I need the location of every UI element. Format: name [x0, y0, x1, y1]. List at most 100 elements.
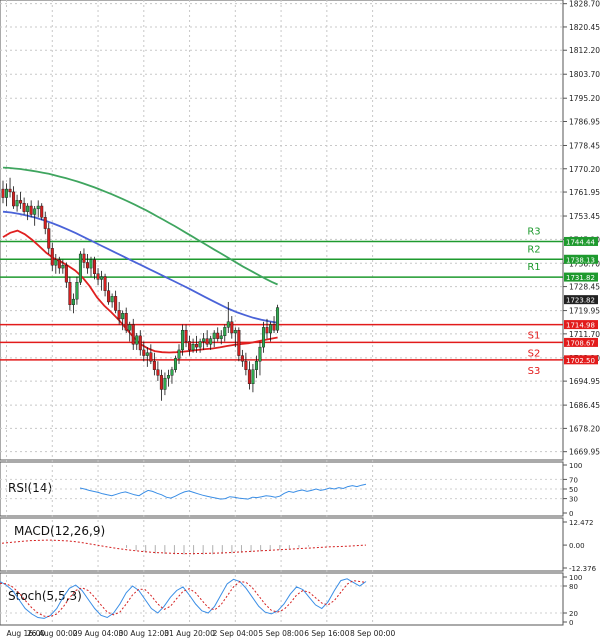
current-price-tag: 1723.82: [566, 297, 595, 305]
candle-body: [244, 361, 248, 370]
indicator-tick-label: 0: [569, 510, 573, 518]
candle-body: [8, 188, 12, 193]
candle-body: [43, 217, 47, 229]
support-tag-bg: [564, 355, 598, 365]
candle-body: [272, 324, 276, 331]
candle-body: [212, 332, 216, 339]
price-axis: 1828.70 1820.45 1812.20 1803.70 1795.20 1786.…: [563, 0, 600, 457]
y-tick-label: 1786.95: [569, 117, 600, 126]
support-label: S2: [528, 348, 541, 359]
y-tick-label: 1669.95: [569, 448, 600, 457]
candle-body: [26, 205, 30, 212]
candle-body: [152, 361, 156, 370]
price-tags: 1744.44 1738.13 1731.82 1714.98 1708.67 1702.…: [564, 236, 598, 365]
x-tick-label: 26 Aug 00:00: [27, 629, 78, 638]
candle-body: [22, 202, 26, 212]
resistance-label: R2: [527, 244, 540, 255]
rsi-line: [79, 483, 367, 500]
candle-body: [68, 282, 72, 305]
x-tick-label: Aug 16:00: [7, 629, 46, 638]
candle-body: [237, 329, 241, 356]
indicator-tick-label: 70: [569, 476, 578, 484]
resistance-tag: 1731.82: [566, 274, 595, 282]
candle-body: [226, 321, 230, 328]
candle-body: [159, 375, 163, 390]
candle-body: [82, 253, 86, 263]
resistance-label: R3: [527, 226, 540, 237]
candle-body: [54, 259, 58, 266]
candle-body: [131, 324, 135, 345]
candle-body: [103, 276, 107, 291]
candle-body: [188, 341, 192, 351]
y-tick-label: 1686.45: [569, 401, 600, 410]
candle-body: [261, 327, 265, 348]
x-tick-label: 8 Sep 00:00: [350, 629, 396, 638]
ma-line: [2, 166, 278, 286]
candle-body: [254, 361, 258, 370]
indicator-tick-label: 0.00: [569, 542, 585, 550]
candle-body: [205, 338, 209, 345]
indicator-tick-label: 100: [569, 574, 582, 582]
rsi-panel: 100 70 50 30 0: [0, 462, 582, 518]
candle-body: [135, 335, 139, 345]
candle-body: [96, 273, 100, 280]
indicator-tick-label: 30: [569, 496, 578, 504]
candle-body: [247, 369, 251, 385]
candle-body: [85, 262, 89, 269]
candle-body: [71, 298, 75, 305]
candle-body: [173, 358, 177, 370]
candle-body: [78, 253, 82, 283]
candle-body: [57, 259, 61, 269]
resistance-tag-bg: [564, 272, 598, 282]
candle-body: [156, 369, 160, 376]
support-label: S1: [528, 331, 541, 342]
candle-body: [1, 188, 5, 198]
candle-body: [216, 332, 220, 339]
resistance-tag-bg: [564, 254, 598, 264]
stoch-panel-frame: [0, 572, 564, 626]
support-tag: 1708.67: [566, 339, 595, 347]
candle-body: [233, 329, 237, 334]
candle-body: [33, 208, 37, 215]
x-tick-label: 31 Aug 20:00: [164, 629, 215, 638]
candle-body: [47, 228, 51, 249]
candle-body: [276, 307, 280, 331]
indicator-tick-label: -12.376: [569, 565, 597, 573]
candle-body: [202, 338, 206, 342]
candle-body: [61, 265, 65, 269]
y-tick-label: 1678.20: [569, 424, 600, 433]
candle-body: [121, 313, 125, 320]
candle-body: [149, 352, 153, 362]
candle-body: [50, 248, 54, 266]
y-tick-label: 1694.95: [569, 377, 600, 386]
indicator-tick-label: 100: [569, 462, 582, 470]
macd-title: MACD(12,26,9): [14, 524, 105, 538]
candle-body: [181, 329, 185, 351]
resistance-label: R1: [527, 262, 540, 273]
resistance-tag: 1744.44: [566, 238, 595, 246]
candle-body: [177, 349, 181, 359]
y-tick-label: 1803.70: [569, 70, 600, 79]
candle-body: [138, 335, 142, 351]
candle-body: [142, 349, 146, 356]
y-tick-label: 1828.70: [569, 0, 600, 9]
resistance-tag-bg: [564, 236, 598, 246]
stoch-title: Stoch(5,5,3): [8, 589, 82, 603]
indicator-tick-label: 12.472: [569, 519, 594, 527]
candle-body: [223, 327, 227, 337]
y-tick-label: 1761.95: [569, 188, 600, 197]
candle-body: [36, 205, 40, 210]
candle-body: [117, 310, 121, 320]
x-tick-label: 29 Aug 04:00: [73, 629, 124, 638]
x-tick-label: 2 Sep 04:00: [213, 629, 259, 638]
support-tag-bg: [564, 320, 598, 330]
y-tick-label: 1711.70: [569, 330, 600, 339]
candle-body: [209, 338, 213, 345]
support-tag: 1714.98: [566, 322, 595, 330]
candle-body: [163, 377, 167, 390]
candle-body: [15, 200, 19, 207]
candle-body: [110, 296, 114, 303]
x-tick-label: 30 Aug 12:00: [119, 629, 170, 638]
